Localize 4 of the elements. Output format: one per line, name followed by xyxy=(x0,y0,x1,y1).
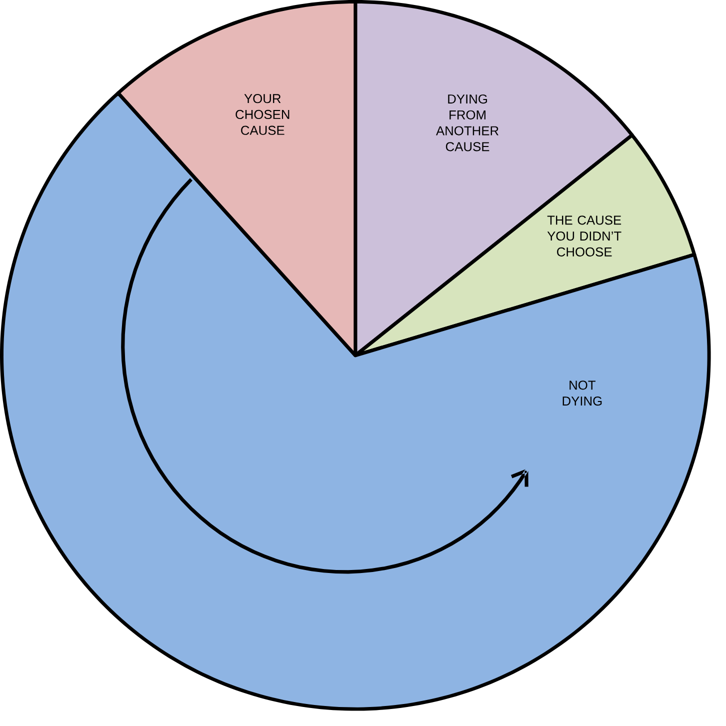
slice-label: DYING FROM ANOTHER CAUSE xyxy=(436,94,498,152)
slice-label: YOUR CHOSEN CAUSE xyxy=(236,94,290,135)
slice-label: THE CAUSE YOU DIDN’T CHOOSE xyxy=(547,216,622,256)
slice-label: NOT DYING xyxy=(562,380,602,406)
